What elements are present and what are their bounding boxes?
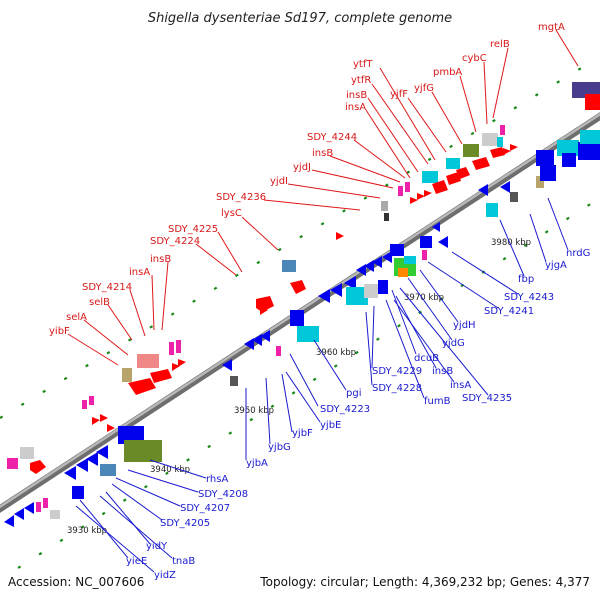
gene-block [7, 458, 18, 469]
gene-label: yjgA [545, 260, 567, 271]
kbp-tick: 3940 kbp [150, 465, 190, 475]
gene-label: fbp [518, 274, 534, 285]
gene-label: yibF [49, 326, 70, 337]
gene-label: insA [345, 102, 366, 113]
gene-label: insB [312, 148, 333, 159]
gene-label: insB [346, 90, 367, 101]
gene-label: yieE [126, 556, 147, 567]
gene-label: SDY_4207 [180, 503, 230, 514]
gene-label: insB [432, 366, 453, 377]
gene-label: yjbA [246, 458, 268, 469]
gene-label: yjfG [414, 83, 434, 94]
gene-label: SDY_4225 [168, 224, 218, 235]
gene-label: SDY_4244 [307, 132, 357, 143]
gene-label: selB [89, 297, 110, 308]
gene-label: SDY_4235 [462, 393, 512, 404]
kbp-tick: 3930 kbp [67, 526, 107, 536]
accession-text: Accession: NC_007606 [8, 575, 144, 589]
kbp-tick: 3970 kbp [404, 293, 444, 303]
gene-label: dcuB [414, 353, 439, 364]
gene-label: nrdG [566, 248, 590, 259]
gene-label: pgi [346, 388, 361, 399]
gene-label: yjdI [270, 176, 288, 187]
gene-label: yidZ [154, 570, 176, 581]
gene-label: mgtA [538, 22, 565, 33]
gene-label: yjfF [390, 89, 408, 100]
gene-label: pmbA [433, 67, 462, 78]
map-title: Shigella dysenteriae Sd197, complete gen… [148, 11, 452, 26]
gene-label: insA [450, 380, 471, 391]
gene-label: SDY_4236 [216, 192, 266, 203]
gene-label: SDY_4208 [198, 489, 248, 500]
gene-label: cybC [462, 53, 487, 64]
kbp-tick: 3960 kbp [316, 348, 356, 358]
gene-label: SDY_4214 [82, 282, 132, 293]
gene-label: insB [150, 254, 171, 265]
gene-label: ytfT [353, 59, 373, 70]
gene-label: SDY_4224 [150, 236, 200, 247]
gene-label: ytfR [351, 75, 371, 86]
gene-block [20, 447, 34, 459]
gene-label: insA [129, 267, 150, 278]
gene-label: tnaB [172, 556, 195, 567]
reverse-strand-genes [4, 130, 600, 527]
gene-label: SDY_4229 [372, 366, 422, 377]
forward-strand-genes [7, 82, 600, 474]
gene-label: SDY_4241 [484, 306, 534, 317]
red-labels: mgtA relB cybC pmbA yjfG yjfF ytfT ytfR … [49, 22, 565, 337]
gene-label: yidY [146, 541, 168, 552]
gene-label: yjbF [292, 428, 313, 439]
gene-label: yjdG [442, 338, 465, 349]
gene-label: lysC [221, 208, 242, 219]
gene-label: SDY_4223 [320, 404, 370, 415]
gene-arrow [30, 460, 46, 474]
red-leaders [67, 29, 579, 366]
topology-summary: Topology: circular; Length: 4,369,232 bp… [259, 575, 590, 589]
gene-label: SDY_4228 [372, 383, 422, 394]
gene-label: yjdH [453, 320, 476, 331]
kbp-tick: 3980 kbp [491, 238, 531, 248]
gene-label: fumB [424, 396, 451, 407]
gc-track-inner [17, 197, 600, 569]
gene-label: yjbG [268, 442, 291, 453]
kbp-tick: 3950 kbp [234, 406, 274, 416]
gene-label: selA [66, 312, 87, 323]
blue-labels: nrdG yjgA fbp SDY_4243 SDY_4241 yjdH yjd… [126, 248, 590, 581]
gene-label: relB [490, 39, 510, 50]
gene-label: yjbE [320, 420, 341, 431]
gene-label: yjdJ [293, 162, 311, 173]
gene-label: rhsA [206, 474, 228, 485]
gene-label: SDY_4205 [160, 518, 210, 529]
gene-label: SDY_4243 [504, 292, 554, 303]
blue-leaders [75, 197, 569, 573]
kbp-ticks: 3930 kbp 3940 kbp 3950 kbp 3960 kbp 3970… [67, 238, 531, 536]
